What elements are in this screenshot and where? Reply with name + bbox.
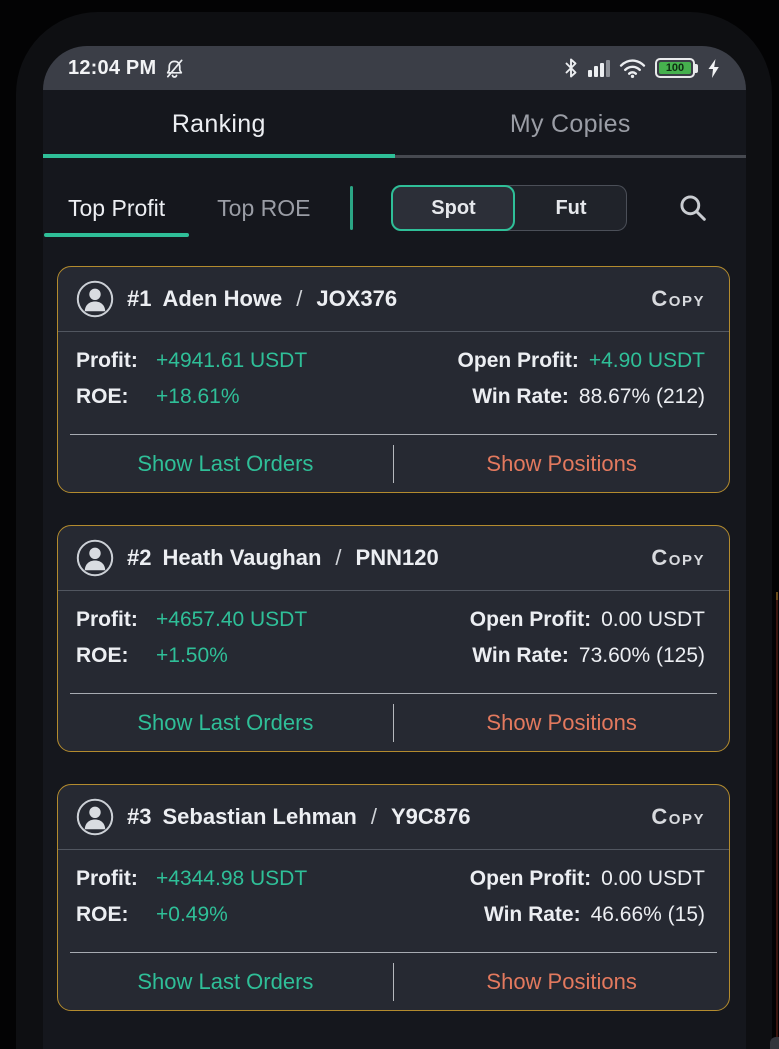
- search-icon[interactable]: [677, 192, 709, 224]
- avatar-icon: [76, 280, 114, 318]
- card-divider: [70, 952, 717, 953]
- card-stats: Profit: +4941.61 USDT ROE: +18.61% Open Pr…: [58, 332, 729, 434]
- show-last-orders-link[interactable]: Show Last Orders: [137, 968, 314, 994]
- card-actions: Show Last Orders Show Positions: [58, 435, 729, 492]
- battery-level: 100: [659, 62, 691, 74]
- win-rate-value: 88.67% (212): [578, 385, 705, 408]
- show-positions-link[interactable]: Show Positions: [486, 968, 637, 994]
- profit-value: +4344.98 USDT: [156, 867, 308, 890]
- trader-code: Y9C876: [391, 804, 471, 829]
- trader-card: #1 Aden Howe / JOX376 Copy Profit: +4941.…: [57, 266, 730, 493]
- avatar-icon: [76, 539, 114, 577]
- open-profit-label: Open Profit:: [457, 349, 579, 372]
- roe-label: ROE:: [76, 903, 129, 926]
- open-profit-value: 0.00 USDT: [601, 608, 705, 631]
- copy-button[interactable]: Copy: [651, 545, 705, 570]
- filter-top-roe[interactable]: Top ROE: [217, 194, 311, 221]
- charging-bolt-icon: [707, 58, 720, 78]
- trader-card: #3 Sebastian Lehman / Y9C876 Copy Profit…: [57, 784, 730, 1011]
- card-divider: [70, 693, 717, 694]
- separator: /: [296, 286, 303, 311]
- show-last-orders-link[interactable]: Show Last Orders: [137, 450, 314, 476]
- battery-icon: 100: [655, 58, 698, 78]
- roe-value: +18.61%: [156, 385, 240, 408]
- roe-label: ROE:: [76, 644, 129, 667]
- show-positions-link[interactable]: Show Positions: [486, 450, 637, 476]
- toggle-spot[interactable]: Spot: [391, 185, 516, 231]
- wifi-icon: [619, 58, 646, 79]
- win-rate-label: Win Rate:: [483, 903, 581, 926]
- trader-rank: #1: [127, 286, 152, 311]
- card-divider: [70, 434, 717, 435]
- notifications-muted-icon: [163, 57, 186, 80]
- filter-top-profit[interactable]: Top Profit: [43, 194, 190, 237]
- win-rate-label: Win Rate:: [472, 385, 569, 408]
- market-toggle: Spot Fut: [391, 185, 628, 231]
- separator: /: [335, 545, 342, 570]
- trader-name: Sebastian Lehman: [162, 804, 357, 829]
- tab-track: [43, 155, 746, 158]
- win-rate-value: 46.66% (15): [590, 903, 705, 926]
- card-actions: Show Last Orders Show Positions: [58, 694, 729, 751]
- open-profit-label: Open Profit:: [469, 867, 592, 890]
- win-rate-label: Win Rate:: [472, 644, 569, 667]
- open-profit-label: Open Profit:: [469, 608, 592, 631]
- trader-name: Heath Vaughan: [162, 545, 322, 570]
- roe-value: +0.49%: [156, 903, 228, 926]
- status-bar: 12:04 PM: [43, 46, 746, 90]
- card-stats: Profit: +4344.98 USDT ROE: +0.49% Open Pro…: [58, 850, 729, 952]
- profit-label: Profit:: [76, 608, 138, 631]
- roe-label: ROE:: [76, 385, 129, 408]
- adjacent-frame-edge: [776, 592, 778, 1038]
- tab-ranking[interactable]: Ranking: [171, 109, 266, 138]
- actions-divider: [392, 444, 395, 483]
- trader-card: #2 Heath Vaughan / PNN120 Copy Profit: +4…: [57, 525, 730, 752]
- filter-divider: [350, 186, 354, 230]
- bluetooth-icon: [563, 57, 579, 79]
- copy-button[interactable]: Copy: [651, 286, 705, 311]
- card-header: #3 Sebastian Lehman / Y9C876 Copy: [58, 785, 729, 850]
- win-rate-value: 73.60% (125): [578, 644, 705, 667]
- phone-screen: 12:04 PM: [43, 46, 746, 1049]
- open-profit-value: +4.90 USDT: [588, 349, 705, 372]
- profit-label: Profit:: [76, 867, 138, 890]
- card-actions: Show Last Orders Show Positions: [58, 953, 729, 1010]
- trader-rank: #2: [127, 545, 152, 570]
- adjacent-frame-corner: [770, 1037, 779, 1049]
- open-profit-value: 0.00 USDT: [601, 867, 705, 890]
- profit-value: +4941.61 USDT: [156, 349, 308, 372]
- trader-title: #1 Aden Howe / JOX376: [127, 286, 397, 312]
- actions-divider: [392, 703, 395, 742]
- clock: 12:04 PM: [68, 56, 157, 79]
- trader-code: PNN120: [355, 545, 439, 570]
- filter-row: Top Profit Top ROE Spot Fut: [43, 182, 746, 237]
- tab-my-copies[interactable]: My Copies: [509, 109, 631, 138]
- card-header: #2 Heath Vaughan / PNN120 Copy: [58, 526, 729, 591]
- trader-code: JOX376: [316, 286, 398, 311]
- separator: /: [370, 804, 377, 829]
- avatar-icon: [76, 798, 114, 836]
- trader-title: #3 Sebastian Lehman / Y9C876: [127, 804, 471, 830]
- phone-bezel: 12:04 PM: [16, 12, 772, 1049]
- trader-list: #1 Aden Howe / JOX376 Copy Profit: +4941.…: [43, 234, 746, 1011]
- profit-value: +4657.40 USDT: [156, 608, 308, 631]
- card-header: #1 Aden Howe / JOX376 Copy: [58, 267, 729, 332]
- trader-rank: #3: [127, 804, 152, 829]
- actions-divider: [392, 962, 395, 1001]
- show-last-orders-link[interactable]: Show Last Orders: [137, 709, 314, 735]
- show-positions-link[interactable]: Show Positions: [486, 709, 637, 735]
- top-tab-bar: Ranking My Copies: [43, 90, 746, 158]
- roe-value: +1.50%: [156, 644, 228, 667]
- trader-title: #2 Heath Vaughan / PNN120: [127, 545, 439, 571]
- tab-active-indicator: [43, 154, 395, 158]
- copy-button[interactable]: Copy: [651, 804, 705, 829]
- signal-strength-icon: [588, 59, 610, 77]
- toggle-fut[interactable]: Fut: [505, 185, 628, 231]
- card-stats: Profit: +4657.40 USDT ROE: +1.50% Open Pro…: [58, 591, 729, 693]
- trader-name: Aden Howe: [162, 286, 283, 311]
- profit-label: Profit:: [76, 349, 138, 372]
